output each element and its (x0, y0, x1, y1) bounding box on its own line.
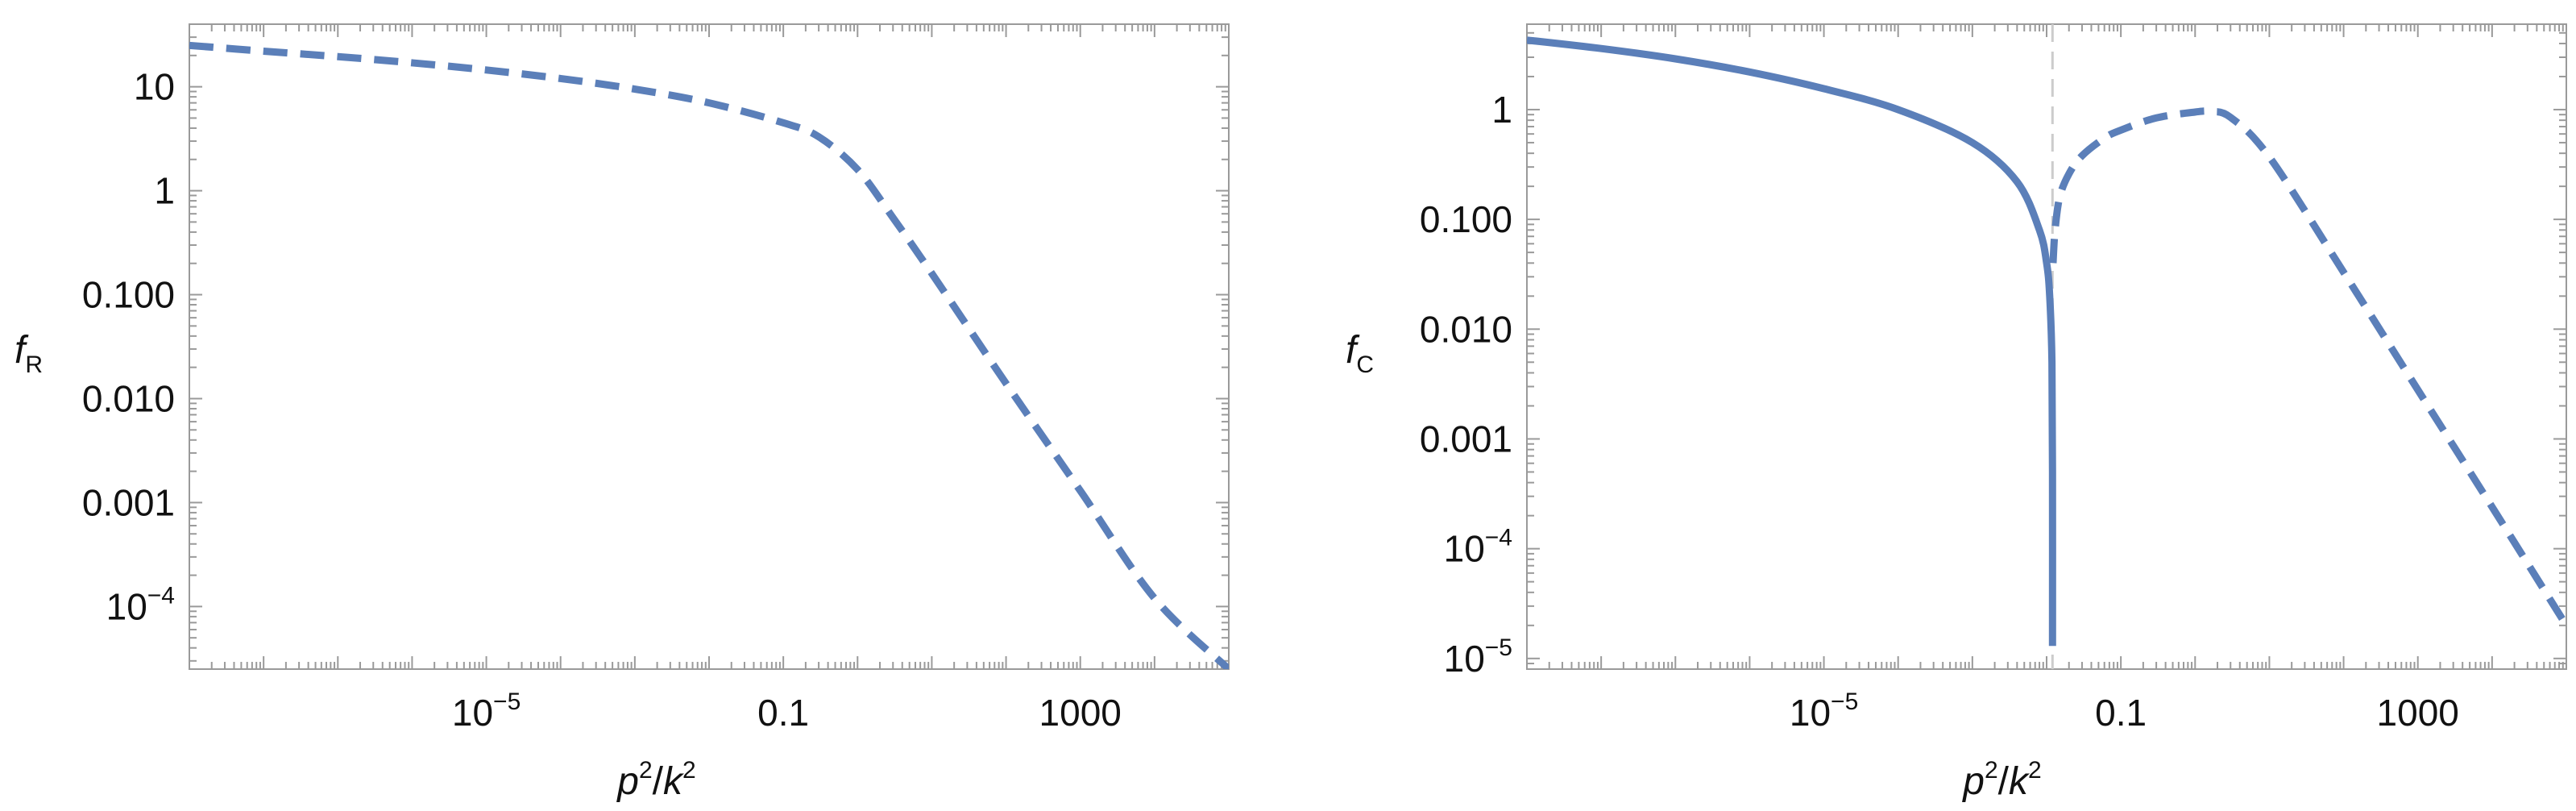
chart-1-tick-marks (189, 23, 1230, 669)
chart-2-series-2-dashed-line (2049, 107, 2566, 628)
chart-2-series-1-solid-line (1527, 36, 2056, 647)
chart-1-x-tick-label: 10−5 (452, 688, 521, 734)
chart-1-y-tick-label: 0.100 (82, 274, 175, 316)
chart-1-y-tick-label: 0.010 (82, 377, 175, 419)
chart-1-x-axis-label: p2/k2 (616, 757, 695, 803)
chart-2-plot-frame (1526, 23, 2567, 670)
chart-2-x-tick-label: 10−5 (1790, 688, 1858, 734)
chart-2-y-tick-label: 1 (1491, 89, 1512, 131)
chart-1-x-tick-label: 0.1 (757, 692, 809, 734)
chart-1-series-1-dashed-line (189, 41, 1229, 669)
chart-2-x-axis-label: p2/k2 (1961, 757, 2041, 803)
chart-2-y-tick-label: 0.001 (1420, 418, 1512, 460)
chart-2-x-tick-label: 0.1 (2095, 692, 2147, 734)
chart-2-y-axis-label: fC (1346, 329, 1374, 378)
chart-1-y-tick-label: 1 (154, 170, 175, 212)
chart-1-y-tick-label: 10−4 (106, 582, 175, 627)
chart-2-y-tick-label: 0.100 (1420, 198, 1512, 240)
chart-2-tick-marks (1526, 23, 2567, 670)
chart-2-x-tick-label: 1000 (2377, 692, 2459, 734)
chart-1-y-tick-label: 10 (134, 66, 175, 108)
chart-2: 10−5 0.1 1000 1 0.100 0.010 0.001 10−4 10−5 p2/k2… (1346, 23, 2567, 803)
chart-1-plot-frame (189, 23, 1230, 670)
chart-1-y-tick-label: 0.001 (82, 481, 175, 523)
chart-2-y-tick-label: 0.010 (1420, 308, 1512, 350)
chart-2-y-tick-label: 10−4 (1444, 525, 1512, 570)
chart-1-y-axis-label: fR (15, 329, 43, 378)
chart-1: 10−5 0.1 1000 10 1 0.100 0.010 0.001 10−4 p2/k2 fR (15, 23, 1230, 803)
chart-2-y-tick-label: 10−5 (1444, 634, 1512, 680)
chart-1-x-tick-label: 1000 (1039, 692, 1122, 734)
